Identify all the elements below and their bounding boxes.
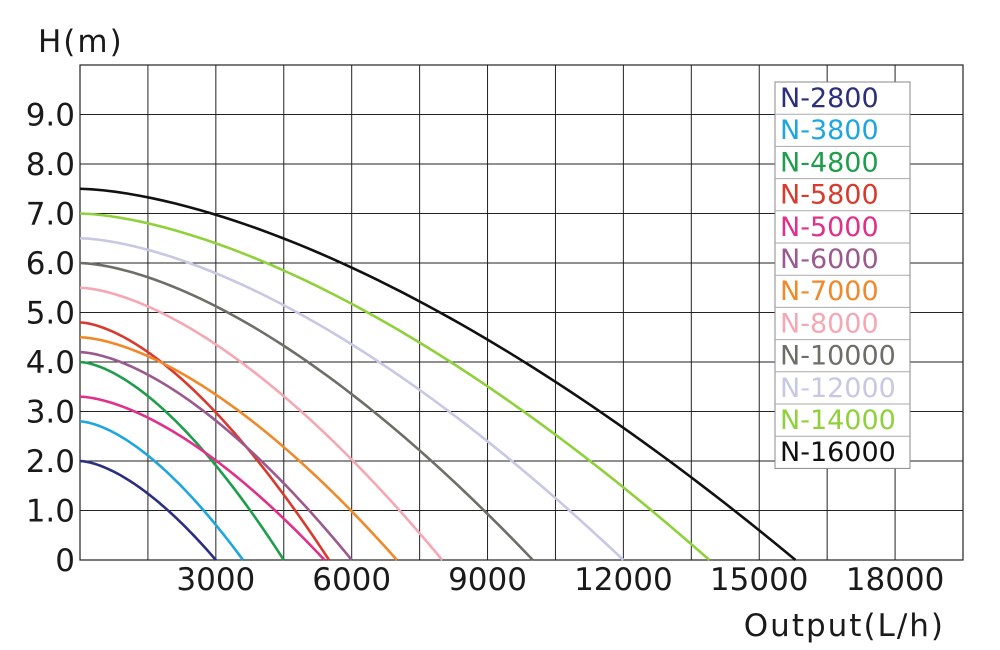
y-tick-labels: 0 1.0 2.0 3.0 4.0 5.0 6.0 7.0 8.0 9.0 bbox=[26, 98, 75, 580]
legend-entry: N-6000 bbox=[780, 244, 879, 275]
legend-entry: N-16000 bbox=[780, 437, 896, 468]
y-tick-label: 5.0 bbox=[26, 296, 75, 332]
legend: N-2800N-3800N-4800N-5800N-5000N-6000N-70… bbox=[774, 81, 911, 469]
curve-n-5000 bbox=[79, 395, 326, 561]
y-tick-label: 1.0 bbox=[26, 494, 75, 530]
curve-n-4800 bbox=[79, 360, 285, 561]
y-tick-label: 8.0 bbox=[26, 147, 75, 183]
legend-entry: N-7000 bbox=[780, 276, 879, 307]
x-tick-label: 15000 bbox=[710, 562, 809, 598]
legend-entry: N-10000 bbox=[780, 341, 896, 372]
curve-n-6000 bbox=[79, 350, 353, 561]
y-tick-label: 0 bbox=[55, 543, 75, 579]
x-tick-label: 6000 bbox=[312, 562, 391, 598]
x-tick-label: 9000 bbox=[448, 562, 527, 598]
legend-entry: N-12000 bbox=[780, 373, 896, 404]
y-tick-label: 7.0 bbox=[26, 197, 75, 233]
pump-curves bbox=[79, 187, 797, 562]
y-tick-label: 2.0 bbox=[26, 444, 75, 480]
curve-n-14000 bbox=[79, 212, 711, 561]
y-tick-label: 4.0 bbox=[26, 345, 75, 381]
x-tick-label: 18000 bbox=[846, 562, 945, 598]
x-tick-label: 3000 bbox=[176, 562, 255, 598]
curve-n-2800 bbox=[79, 459, 217, 561]
y-axis-title: H(m) bbox=[38, 24, 124, 60]
curve-n-16000 bbox=[79, 187, 797, 562]
legend-entry: N-8000 bbox=[780, 308, 879, 339]
curve-n-5800 bbox=[79, 321, 331, 561]
y-tick-label: 9.0 bbox=[26, 98, 75, 134]
x-axis-title: Output(L/h) bbox=[744, 608, 945, 644]
curve-n-3800 bbox=[79, 420, 245, 561]
legend-entry: N-4800 bbox=[780, 147, 879, 178]
legend-entry: N-5000 bbox=[780, 212, 879, 243]
x-tick-labels: 3000 6000 9000 12000 15000 18000 bbox=[176, 562, 944, 598]
legend-entry: N-3800 bbox=[780, 115, 879, 146]
x-tick-label: 12000 bbox=[574, 562, 673, 598]
legend-entry: N-2800 bbox=[780, 83, 879, 114]
curve-n-10000 bbox=[79, 261, 534, 561]
curve-n-12000 bbox=[79, 236, 625, 561]
curve-n-7000 bbox=[79, 335, 398, 561]
y-tick-label: 6.0 bbox=[26, 246, 75, 282]
curve-n-8000 bbox=[79, 286, 444, 561]
legend-entry: N-5800 bbox=[780, 180, 879, 211]
y-tick-label: 3.0 bbox=[26, 395, 75, 431]
legend-entry: N-14000 bbox=[780, 405, 896, 436]
